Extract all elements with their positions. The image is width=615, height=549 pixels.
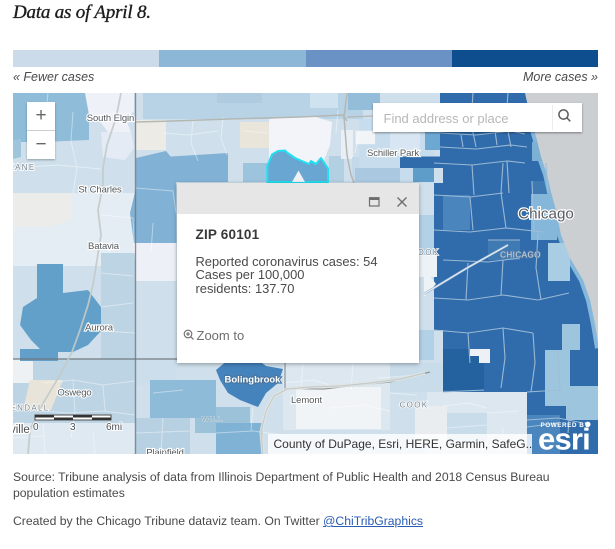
- svg-text:Chicago: Chicago: [518, 206, 574, 223]
- svg-text:WILL: WILL: [202, 415, 224, 424]
- svg-text:ENDALL: ENDALL: [13, 404, 49, 413]
- svg-text:Lemont: Lemont: [291, 395, 323, 406]
- svg-text:Oswego: Oswego: [57, 388, 91, 399]
- svg-text:ville: ville: [13, 424, 30, 436]
- svg-text:POWERED BY: POWERED BY: [541, 422, 590, 429]
- svg-text:COOK: COOK: [400, 401, 429, 410]
- svg-text:esri: esri: [538, 422, 590, 455]
- svg-text:Plainfield: Plainfield: [146, 448, 184, 455]
- svg-text:Aurora: Aurora: [85, 323, 114, 334]
- svg-text:COOK: COOK: [411, 248, 440, 257]
- svg-text:Bolingbrook: Bolingbrook: [225, 375, 282, 386]
- svg-text:KANE: KANE: [13, 163, 36, 172]
- svg-text:Schiller Park: Schiller Park: [367, 148, 419, 159]
- svg-text:6mi: 6mi: [106, 422, 122, 433]
- svg-text:Batavia: Batavia: [88, 241, 120, 252]
- svg-text:3: 3: [70, 422, 76, 433]
- svg-text:South Elgin: South Elgin: [87, 113, 135, 124]
- svg-text:St Charles: St Charles: [78, 185, 122, 196]
- svg-text:CHICAGO: CHICAGO: [500, 251, 541, 260]
- svg-text:0: 0: [33, 422, 39, 433]
